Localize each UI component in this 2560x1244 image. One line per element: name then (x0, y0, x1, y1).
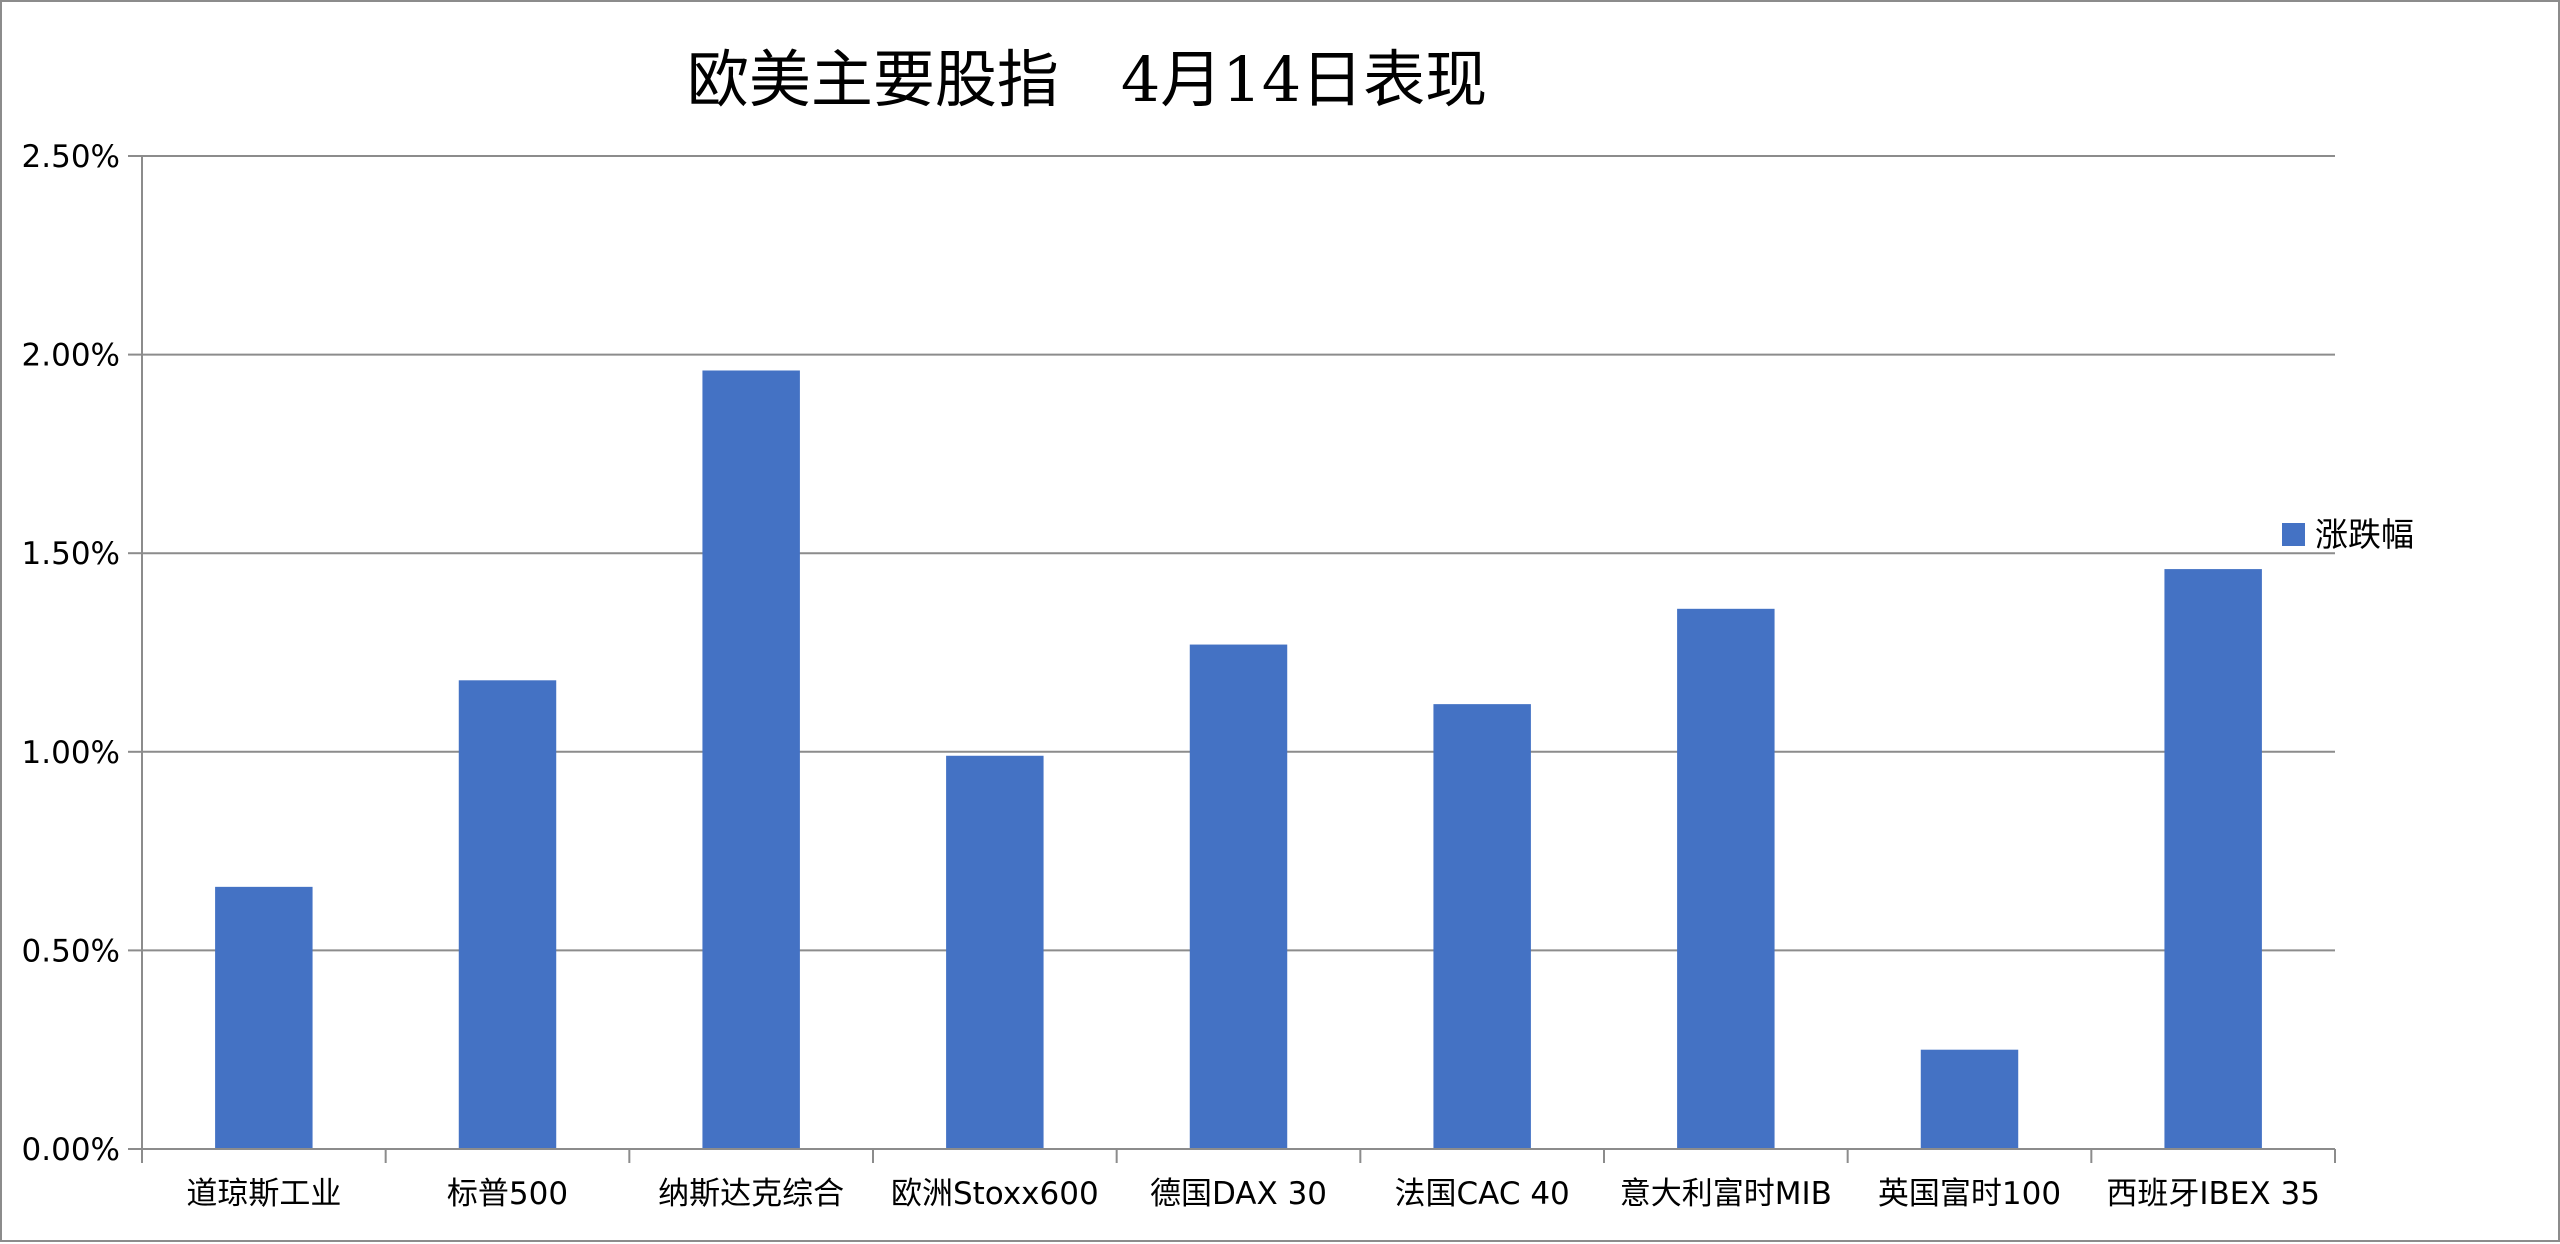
bar (1920, 1049, 2019, 1149)
y-tick-label: 1.00% (22, 735, 120, 771)
x-tick-label: 意大利富时MIB (1620, 1176, 1832, 1212)
bar (2164, 569, 2262, 1149)
x-tick-labels: 道琼斯工业 标普500 纳斯达克综合 欧洲Stoxx600 德国DAX 30 法国CAC … (186, 1176, 2320, 1212)
x-tick-label: 欧洲Stoxx600 (891, 1176, 1099, 1212)
axes (141, 156, 2336, 1163)
x-tick-label: 西班牙IBEX 35 (2106, 1176, 2320, 1212)
y-tick-label: 0.00% (22, 1132, 120, 1168)
y-tick-label: 0.50% (22, 933, 120, 969)
chart-title: 欧美主要股指 4月14日表现 (687, 43, 1487, 116)
bars (215, 370, 2262, 1149)
x-tick-label: 法国CAC 40 (1395, 1176, 1570, 1212)
x-tick-label: 标普500 (447, 1176, 568, 1212)
y-tick-label: 1.50% (22, 536, 120, 572)
bar (458, 680, 557, 1149)
x-tick-label: 德国DAX 30 (1150, 1176, 1327, 1212)
bar (1677, 608, 1775, 1149)
bar (946, 755, 1044, 1149)
bar (702, 370, 800, 1149)
legend: 涨跌幅 (2282, 515, 2414, 554)
legend-swatch (2282, 523, 2305, 546)
y-tick-label: 2.00% (22, 338, 120, 374)
y-tick-labels: 0.00% 0.50% 1.00% 1.50% 2.00% 2.50% (22, 139, 120, 1168)
legend-label: 涨跌幅 (2315, 515, 2414, 554)
y-tick-label: 2.50% (22, 139, 120, 175)
bar (1189, 644, 1288, 1149)
x-tick-label: 英国富时100 (1878, 1176, 2061, 1212)
bar (1433, 704, 1531, 1149)
bar (215, 886, 313, 1149)
x-tick-label: 纳斯达克综合 (658, 1176, 844, 1212)
x-tick-label: 道琼斯工业 (186, 1176, 341, 1212)
